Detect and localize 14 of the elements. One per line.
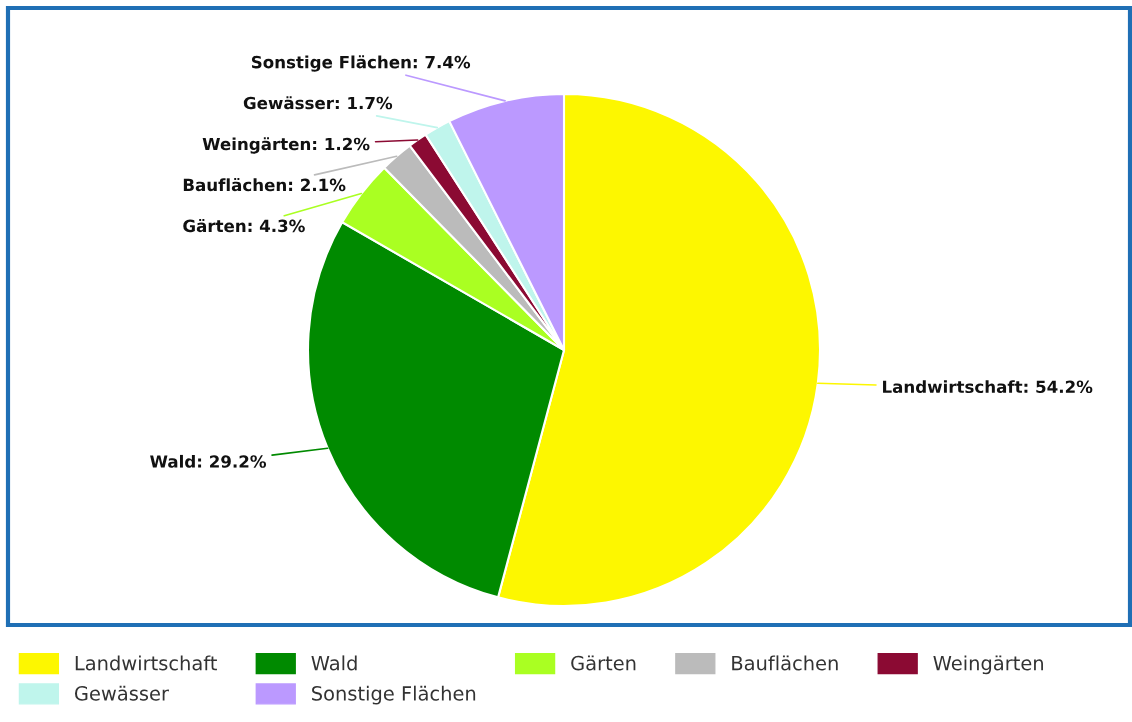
legend-label: Gewässer	[74, 685, 169, 701]
data-label: Wald: 29.2%	[150, 454, 267, 468]
data-label: Sonstige Flächen: 7.4%	[251, 55, 471, 72]
legend-label: Landwirtschaft	[75, 655, 217, 671]
data-label: Gewässer: 1.7%	[243, 96, 393, 110]
legend-label: Bauflächen	[732, 655, 838, 671]
data-label: Gärten: 4.3%	[183, 219, 305, 233]
legend-label: Weingärten	[933, 655, 1043, 675]
legend-label: Sonstige Flächen	[312, 685, 476, 705]
legend-label: Wald	[311, 655, 357, 671]
data-label: Landwirtschaft: 54.2%	[883, 380, 1093, 394]
data-label: Weingärten: 1.2%	[202, 137, 370, 154]
legend-label: Gärten	[571, 655, 636, 671]
data-label: Bauflächen: 2.1%	[183, 178, 346, 192]
